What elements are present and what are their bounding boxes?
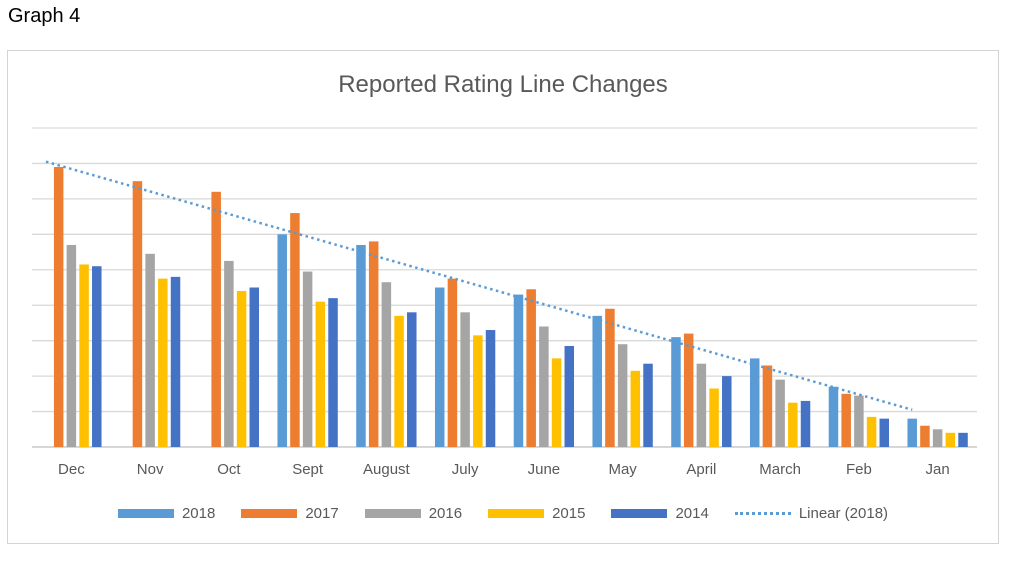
- legend-label: 2015: [552, 505, 586, 522]
- bar-2017-July: [447, 278, 458, 447]
- category-label: Nov: [137, 461, 164, 478]
- bar-2018-Jan: [907, 418, 917, 447]
- bar-2016-Dec: [66, 244, 77, 447]
- bar-2014-April: [722, 376, 732, 447]
- legend-item: 2017: [241, 505, 339, 522]
- legend-swatch: [364, 509, 421, 518]
- bar-2015-Oct: [236, 291, 247, 447]
- bar-2017-Oct: [211, 191, 221, 447]
- bar-2016-June: [539, 326, 549, 447]
- trendline: [45, 160, 913, 411]
- bar-2015-Feb: [866, 416, 877, 447]
- category-label: April: [686, 461, 716, 478]
- bar-2015-June: [551, 358, 562, 447]
- legend-item-trendline: Linear (2018): [734, 505, 889, 522]
- category-label: August: [363, 461, 411, 478]
- page-label: Graph 4: [8, 5, 81, 27]
- bar-2014-Feb: [879, 418, 890, 447]
- legend-label: 2014: [675, 505, 709, 522]
- bar-2016-Nov: [145, 253, 155, 447]
- category-label: Jan: [926, 461, 950, 478]
- bar-2017-Feb: [841, 393, 851, 447]
- bar-2017-Nov: [132, 181, 143, 447]
- bar-2015-Sept: [315, 301, 326, 447]
- bar-2016-April: [696, 363, 707, 447]
- legend-swatch: [611, 509, 668, 518]
- bar-2015-Nov: [158, 278, 168, 447]
- bar-2014-Dec: [92, 266, 102, 447]
- legend-swatch: [734, 512, 791, 515]
- bar-2016-May: [617, 344, 628, 447]
- bar-2014-August: [407, 312, 417, 447]
- chart-frame: Reported Rating Line Changes Dec Nov Oct Se…: [7, 50, 999, 544]
- category-label: May: [608, 461, 637, 478]
- bar-2015-July: [473, 335, 483, 447]
- chart-plot: Dec Nov Oct Sept August July June May April March…: [32, 127, 977, 478]
- category-label: March: [759, 461, 801, 478]
- bar-2016-Oct: [224, 260, 234, 447]
- bar-2015-Jan: [945, 432, 956, 447]
- bar-2016-July: [460, 312, 470, 447]
- bar-2016-Feb: [854, 395, 864, 447]
- bar-2017-Sept: [290, 213, 300, 447]
- bar-2014-March: [800, 400, 811, 447]
- bar-2015-May: [630, 370, 641, 447]
- bar-2017-Dec: [53, 166, 64, 447]
- category-label: Sept: [292, 461, 324, 478]
- legend-label: 2017: [305, 505, 339, 522]
- bar-2017-May: [605, 308, 615, 447]
- legend-item: 2018: [117, 505, 216, 522]
- bar-2014-July: [485, 330, 496, 447]
- legend-swatch: [241, 509, 298, 518]
- bar-2018-March: [749, 358, 760, 447]
- bar-2016-Sept: [302, 271, 313, 447]
- bar-2015-April: [709, 388, 719, 447]
- bar-2017-April: [683, 333, 694, 447]
- category-label: July: [452, 461, 479, 478]
- bar-2015-March: [788, 402, 798, 447]
- bar-2018-Feb: [828, 386, 839, 447]
- legend-label: 2016: [428, 505, 463, 522]
- bar-2018-August: [356, 244, 366, 447]
- category-label: June: [528, 461, 561, 478]
- legend-item: 2015: [488, 505, 585, 522]
- bar-2018-Sept: [277, 234, 287, 447]
- bar-2014-May: [643, 363, 653, 447]
- bar-2018-July: [434, 287, 445, 447]
- bar-2014-Sept: [328, 298, 338, 447]
- legend-label: Linear (2018): [798, 505, 889, 522]
- bar-2017-June: [526, 289, 536, 447]
- bar-2018-June: [513, 294, 524, 447]
- bar-2016-August: [381, 282, 392, 447]
- bar-2015-August: [394, 315, 404, 447]
- bar-2017-Jan: [920, 425, 930, 447]
- bar-2016-March: [775, 379, 785, 447]
- category-label: Oct: [217, 461, 241, 478]
- bar-2016-Jan: [932, 429, 943, 447]
- bar-2018-May: [592, 315, 602, 447]
- bar-2014-Oct: [249, 287, 260, 447]
- bar-2014-Jan: [958, 432, 968, 447]
- bar-2015-Dec: [79, 264, 89, 447]
- legend-label: 2018: [181, 505, 216, 522]
- legend: 2018 2017 2016 2015 2014 Linear (2018): [8, 505, 998, 522]
- category-label: Dec: [58, 461, 85, 478]
- legend-item: 2016: [364, 505, 463, 522]
- legend-swatch: [117, 509, 174, 518]
- bar-2018-April: [671, 337, 681, 447]
- bar-2017-August: [368, 241, 379, 447]
- bar-2014-Nov: [170, 276, 181, 447]
- bar-2014-June: [564, 345, 575, 447]
- legend-item: 2014: [611, 505, 709, 522]
- chart-title: Reported Rating Line Changes: [338, 71, 668, 98]
- bar-2017-March: [762, 365, 773, 447]
- legend-swatch: [488, 509, 545, 518]
- category-label: Feb: [846, 461, 872, 478]
